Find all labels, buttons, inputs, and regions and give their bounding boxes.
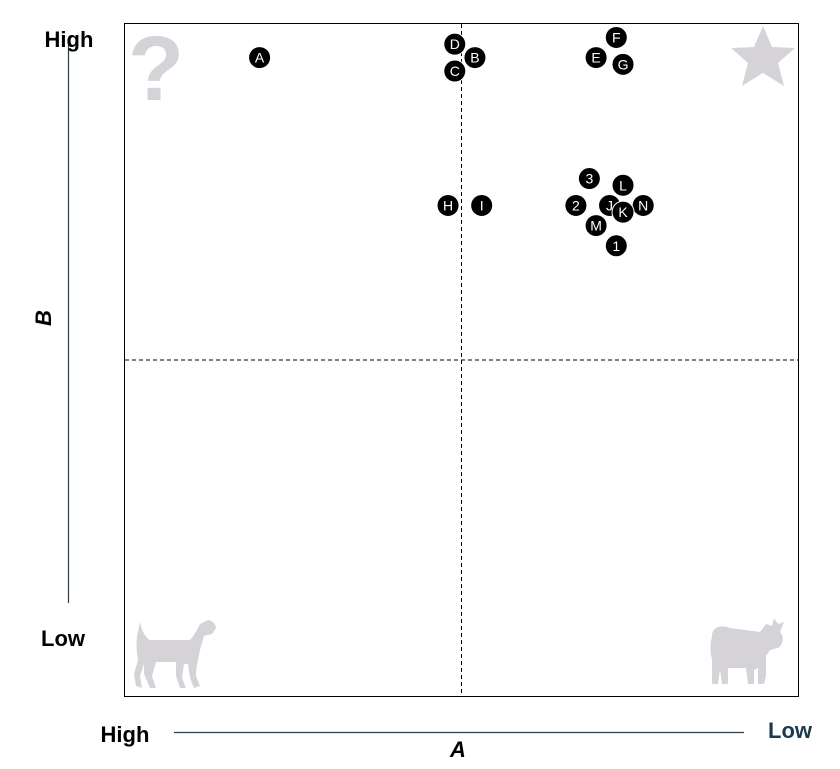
data-point-marker	[248, 46, 272, 70]
x-axis-title: A	[449, 737, 466, 762]
data-point-M: M	[584, 214, 608, 238]
data-point-marker	[604, 234, 628, 258]
data-point-label: I	[480, 197, 484, 213]
data-point-label: G	[618, 56, 629, 72]
x-axis-low-label: Low	[768, 718, 813, 743]
data-point-marker	[584, 214, 608, 238]
data-point-label: D	[450, 36, 460, 52]
data-point-label: J	[606, 197, 613, 213]
data-point-label: C	[450, 63, 460, 79]
data-point-E: E	[584, 46, 608, 70]
data-point-marker	[470, 193, 494, 217]
data-point-label: 3	[585, 171, 593, 187]
data-point-label: 2	[572, 197, 580, 213]
data-point-label: L	[619, 177, 627, 193]
data-point-label: B	[470, 50, 479, 66]
data-point-marker	[436, 193, 460, 217]
data-point-1: 1	[604, 234, 628, 258]
data-point-A: A	[248, 46, 272, 70]
data-point-K: K	[611, 200, 635, 224]
data-point-label: F	[612, 29, 621, 45]
x-axis-high-label: High	[101, 722, 150, 747]
data-point-marker	[584, 46, 608, 70]
data-point-marker	[577, 167, 601, 191]
data-point-D: D	[443, 32, 467, 56]
data-point-marker	[611, 52, 635, 76]
question-mark-icon: ?	[128, 18, 184, 120]
data-point-C: C	[443, 59, 467, 83]
data-point-label: A	[255, 50, 265, 66]
data-point-marker	[463, 46, 487, 70]
dog-icon	[134, 620, 216, 688]
data-point-L: L	[611, 173, 635, 197]
data-point-label: N	[638, 197, 648, 213]
star-icon	[731, 26, 795, 86]
data-point-label: 1	[612, 238, 620, 254]
svg-text:?: ?	[128, 18, 184, 120]
data-point-F: F	[604, 25, 628, 49]
data-point-label: K	[618, 204, 628, 220]
data-point-marker	[564, 193, 588, 217]
data-point-marker	[443, 32, 467, 56]
data-point-2: 2	[564, 193, 588, 217]
data-point-label: M	[590, 218, 602, 234]
data-point-label: E	[591, 50, 600, 66]
data-point-N: N	[631, 193, 655, 217]
data-point-B: B	[463, 46, 487, 70]
data-point-H: H	[436, 193, 460, 217]
cow-icon	[710, 618, 784, 684]
data-point-marker	[611, 173, 635, 197]
data-point-G: G	[611, 52, 635, 76]
data-point-label: H	[443, 197, 453, 213]
data-point-3: 3	[577, 167, 601, 191]
data-point-marker	[443, 59, 467, 83]
data-point-marker	[611, 200, 635, 224]
y-axis-title: B	[31, 310, 56, 326]
data-point-I: I	[470, 193, 494, 217]
data-point-marker	[604, 25, 628, 49]
y-axis-low-label: Low	[41, 626, 86, 651]
y-axis-high-label: High	[45, 27, 94, 52]
